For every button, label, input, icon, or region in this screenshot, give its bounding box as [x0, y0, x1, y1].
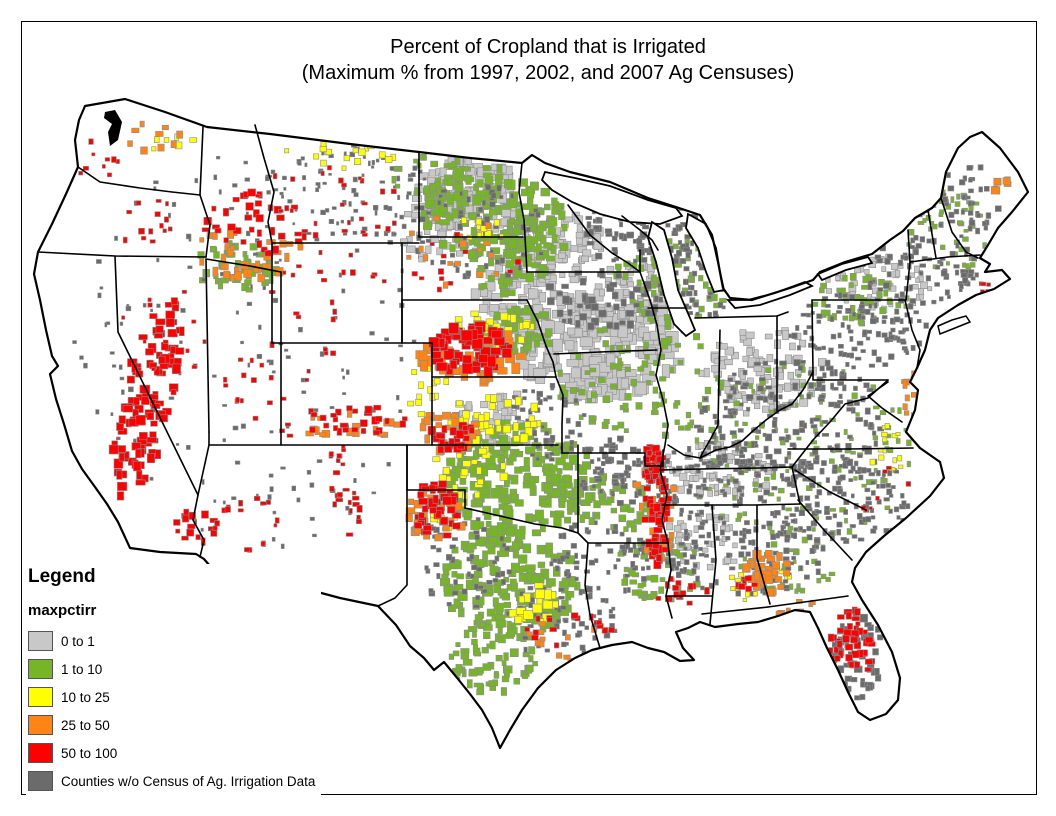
legend-label: 10 to 25 — [61, 689, 110, 705]
legend-swatch — [28, 687, 53, 707]
legend-label: Counties w/o Census of Ag. Irrigation Da… — [61, 773, 316, 789]
legend-label: 0 to 1 — [61, 633, 95, 649]
legend: Legend maxpctirr 0 to 1 1 to 10 10 to 25 25… — [26, 564, 322, 799]
legend-label: 25 to 50 — [61, 717, 110, 733]
legend-swatch — [28, 743, 53, 763]
legend-swatch — [28, 659, 53, 679]
legend-field-name: maxpctirr — [28, 602, 97, 619]
legend-label: 1 to 10 — [61, 661, 103, 677]
figure-border — [21, 21, 1037, 795]
legend-title: Legend — [28, 566, 96, 587]
legend-items: 0 to 1 1 to 10 10 to 25 25 to 50 50 to 100 Co… — [28, 627, 315, 795]
legend-item: 25 to 50 — [28, 711, 315, 739]
legend-item: Counties w/o Census of Ag. Irrigation Da… — [28, 767, 315, 795]
legend-item: 1 to 10 — [28, 655, 315, 683]
legend-item: 10 to 25 — [28, 683, 315, 711]
legend-swatch — [28, 771, 53, 791]
legend-swatch — [28, 715, 53, 735]
legend-item: 0 to 1 — [28, 627, 315, 655]
legend-label: 50 to 100 — [61, 745, 118, 761]
legend-swatch — [28, 631, 53, 651]
legend-item: 50 to 100 — [28, 739, 315, 767]
